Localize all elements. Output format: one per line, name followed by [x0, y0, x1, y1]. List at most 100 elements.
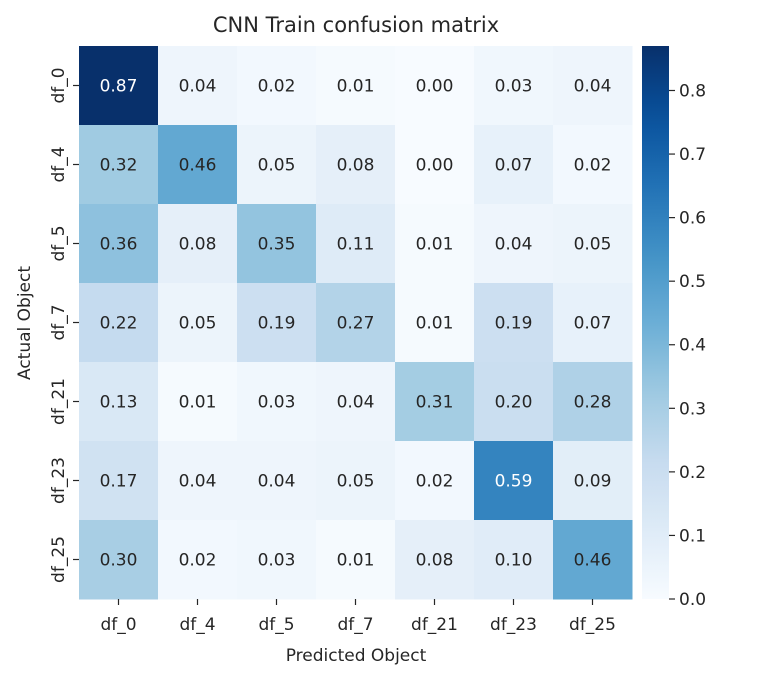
heatmap-cell [237, 125, 317, 205]
x-axis-label: Predicted Object [286, 646, 427, 666]
heatmap-cell [79, 125, 159, 205]
cell-value-label: 0.04 [574, 77, 612, 97]
heatmap-cell [158, 125, 238, 205]
heatmap-cell [395, 125, 475, 205]
heatmap-cell [237, 283, 317, 363]
cell-value-label: 0.05 [258, 156, 296, 176]
cell-value-label: 0.09 [574, 472, 612, 492]
cell-value-label: 0.01 [337, 77, 375, 97]
heatmap-cell [474, 46, 554, 126]
cell-value-label: 0.04 [179, 472, 217, 492]
heatmap-cell [237, 520, 317, 600]
heatmap-cell [79, 283, 159, 363]
heatmap-cell [395, 362, 475, 442]
cell-value-label: 0.08 [337, 156, 375, 176]
heatmap-cell [474, 520, 554, 600]
heatmap-cell [395, 520, 475, 600]
heatmap-cell [237, 441, 317, 521]
heatmap-cell [158, 46, 238, 126]
colorbar-tick-label: 0.8 [679, 81, 706, 101]
heatmap-cell [474, 125, 554, 205]
cell-value-label: 0.03 [258, 393, 296, 413]
heatmap-cell [553, 46, 633, 126]
cell-value-label: 0.46 [179, 156, 217, 176]
heatmap-cell [237, 204, 317, 284]
cell-value-label: 0.08 [416, 551, 454, 571]
cell-value-label: 0.01 [416, 235, 454, 255]
cell-value-label: 0.01 [416, 314, 454, 334]
cell-value-label: 0.36 [100, 235, 138, 255]
cell-value-label: 0.02 [179, 551, 217, 571]
colorbar-tick-label: 0.5 [679, 272, 706, 292]
cell-value-label: 0.03 [495, 77, 533, 97]
cell-value-label: 0.02 [258, 77, 296, 97]
cell-value-label: 0.19 [495, 314, 533, 334]
colorbar-tick-label: 0.1 [679, 526, 706, 546]
cell-value-label: 0.31 [416, 393, 454, 413]
y-tick-label: df_25 [49, 536, 69, 583]
heatmap-cell [395, 441, 475, 521]
heatmap-cell [316, 441, 396, 521]
colorbar: 0.0 0.1 0.2 0.3 0.4 0.5 0.6 0.7 0.8 [642, 46, 706, 610]
heatmap-cell [474, 441, 554, 521]
heatmap-cell [553, 283, 633, 363]
cell-value-label: 0.59 [495, 472, 533, 492]
heatmap-cell [79, 520, 159, 600]
heatmap-cells: 0.87 0.04 0.02 0.01 0.00 0.03 0.04 0.32 0.46 0.05… [79, 46, 633, 600]
y-tick-labels: df_0 df_4 df_5 df_7 df_21 df_23 df_25 [49, 67, 79, 583]
cell-value-label: 0.04 [495, 235, 533, 255]
heatmap-cell [237, 46, 317, 126]
heatmap-cell [316, 125, 396, 205]
heatmap-cell [158, 520, 238, 600]
y-tick-label: df_21 [49, 378, 69, 425]
cell-value-label: 0.13 [100, 393, 138, 413]
colorbar-tick-label: 0.0 [679, 590, 706, 610]
cell-value-label: 0.28 [574, 393, 612, 413]
heatmap-cell [316, 520, 396, 600]
y-tick-label: df_4 [49, 146, 69, 182]
cell-value-label: 0.04 [179, 77, 217, 97]
heatmap-cell [474, 204, 554, 284]
heatmap-cell [474, 362, 554, 442]
cell-value-label: 0.05 [337, 472, 375, 492]
cell-value-label: 0.87 [100, 77, 138, 97]
x-tick-labels: df_0 df_4 df_5 df_7 df_21 df_23 df_25 [100, 599, 616, 635]
cell-value-label: 0.32 [100, 156, 138, 176]
colorbar-tick-label: 0.6 [679, 209, 706, 229]
x-tick-label: df_7 [337, 615, 373, 635]
cell-value-label: 0.01 [179, 393, 217, 413]
heatmap-cell [316, 362, 396, 442]
cell-value-label: 0.46 [574, 551, 612, 571]
heatmap-cell [316, 204, 396, 284]
colorbar-tick-label: 0.7 [679, 145, 706, 165]
heatmap-cell [553, 204, 633, 284]
heatmap-cell [158, 362, 238, 442]
cell-value-label: 0.05 [574, 235, 612, 255]
heatmap-cell [395, 283, 475, 363]
cell-value-label: 0.20 [495, 393, 533, 413]
heatmap-cell [553, 362, 633, 442]
cell-value-label: 0.00 [416, 77, 454, 97]
y-tick-label: df_23 [49, 457, 69, 504]
cell-value-label: 0.07 [495, 156, 533, 176]
cell-value-label: 0.27 [337, 314, 375, 334]
cell-value-label: 0.17 [100, 472, 138, 492]
cell-value-label: 0.22 [100, 314, 138, 334]
cell-value-label: 0.10 [495, 551, 533, 571]
heatmap-cell [474, 283, 554, 363]
heatmap-cell [395, 204, 475, 284]
heatmap-cell [316, 283, 396, 363]
heatmap-cell [79, 46, 159, 126]
cell-value-label: 0.35 [258, 235, 296, 255]
heatmap-cell [79, 204, 159, 284]
x-tick-label: df_23 [490, 615, 537, 635]
heatmap-cell [395, 46, 475, 126]
cell-value-label: 0.02 [416, 472, 454, 492]
x-tick-label: df_21 [411, 615, 458, 635]
colorbar-tick-label: 0.2 [679, 463, 706, 483]
x-tick-label: df_5 [258, 615, 294, 635]
cell-value-label: 0.30 [100, 551, 138, 571]
cell-value-label: 0.03 [258, 551, 296, 571]
colorbar-gradient [642, 46, 669, 599]
